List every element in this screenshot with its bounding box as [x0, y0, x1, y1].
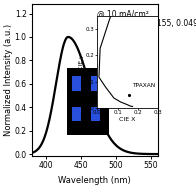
Y-axis label: Normalized Intensity (a.u.): Normalized Intensity (a.u.): [4, 24, 13, 136]
X-axis label: Wavelength (nm): Wavelength (nm): [58, 176, 131, 185]
Text: @ 10 mA/cm²: @ 10 mA/cm²: [97, 9, 149, 18]
Text: TPAXAN (0.155, 0.049): TPAXAN (0.155, 0.049): [114, 19, 196, 28]
